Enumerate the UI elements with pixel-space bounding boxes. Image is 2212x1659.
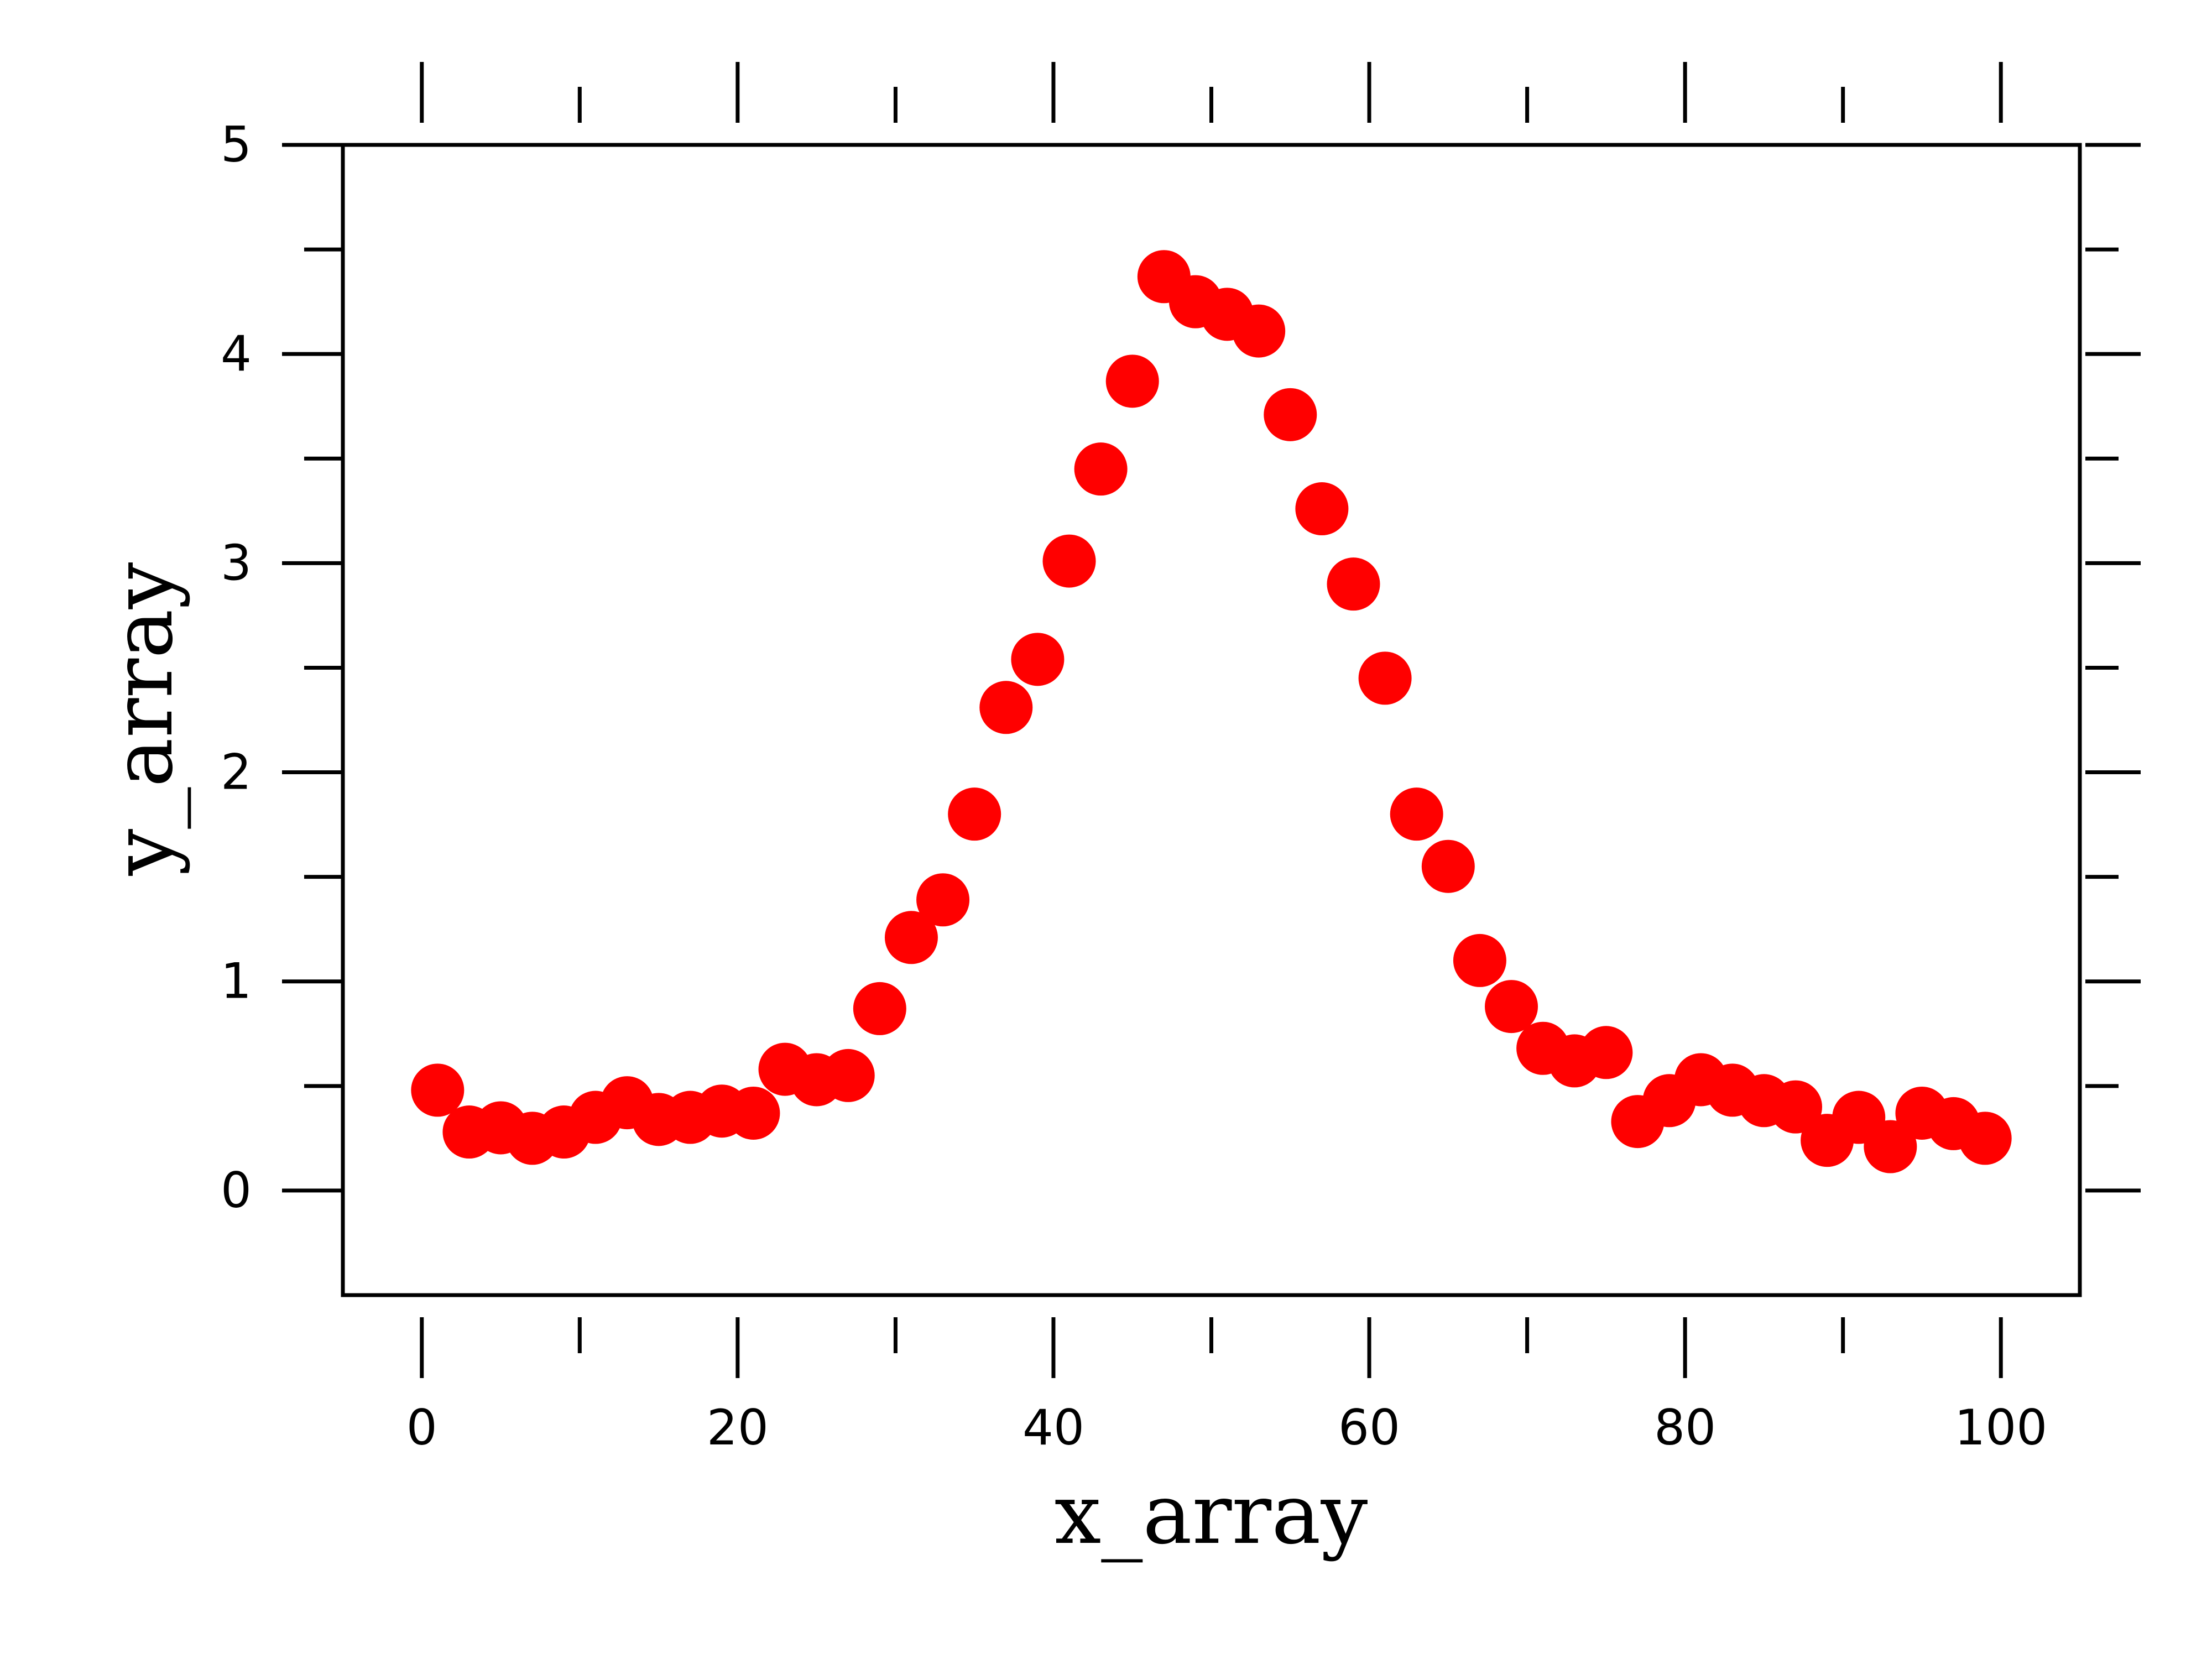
x-axis-title: x_array	[1055, 1467, 1368, 1563]
y-tick-label: 5	[221, 116, 252, 173]
data-point	[1453, 933, 1506, 987]
x-tick-label: 0	[406, 1399, 437, 1456]
x-tick-label: 20	[707, 1399, 769, 1456]
x-tick-label: 40	[1022, 1399, 1084, 1456]
data-points	[411, 250, 2012, 1173]
x-tick-label: 80	[1654, 1399, 1716, 1456]
y-tick-label: 2	[221, 744, 252, 801]
data-point	[1011, 633, 1065, 686]
data-point	[1232, 304, 1286, 358]
data-point	[1390, 787, 1443, 841]
data-point	[727, 1086, 780, 1140]
data-point	[821, 1048, 875, 1102]
data-point	[1958, 1112, 2012, 1165]
axis-ticks	[282, 62, 2141, 1378]
data-point	[884, 911, 938, 964]
data-point	[1769, 1080, 1823, 1134]
y-axis-title: y_array	[95, 562, 191, 876]
x-tick-label: 100	[1954, 1399, 2047, 1456]
data-point	[979, 681, 1033, 734]
y-tick-label: 3	[221, 534, 252, 591]
data-point	[1295, 482, 1349, 536]
data-point	[1358, 651, 1412, 705]
data-point	[853, 982, 906, 1035]
data-point	[1105, 354, 1159, 408]
data-point	[1421, 839, 1475, 893]
data-point	[1042, 534, 1096, 588]
y-tick-label: 0	[221, 1162, 252, 1219]
data-point	[948, 787, 1001, 841]
y-tick-label: 4	[221, 325, 252, 382]
data-point	[1864, 1120, 1917, 1173]
data-point	[1485, 980, 1538, 1034]
axis-tick-labels: 0 20 40 60 80 100 0 1 2 3 4 5	[221, 116, 2047, 1456]
y-tick-label: 1	[221, 953, 252, 1010]
data-point	[411, 1063, 465, 1117]
plot-frame	[341, 143, 2082, 1297]
data-point	[1579, 1026, 1633, 1079]
data-point	[1327, 557, 1380, 611]
x-tick-label: 60	[1338, 1399, 1400, 1456]
data-point	[1074, 442, 1128, 496]
data-point	[1264, 388, 1317, 441]
data-point	[916, 873, 970, 927]
